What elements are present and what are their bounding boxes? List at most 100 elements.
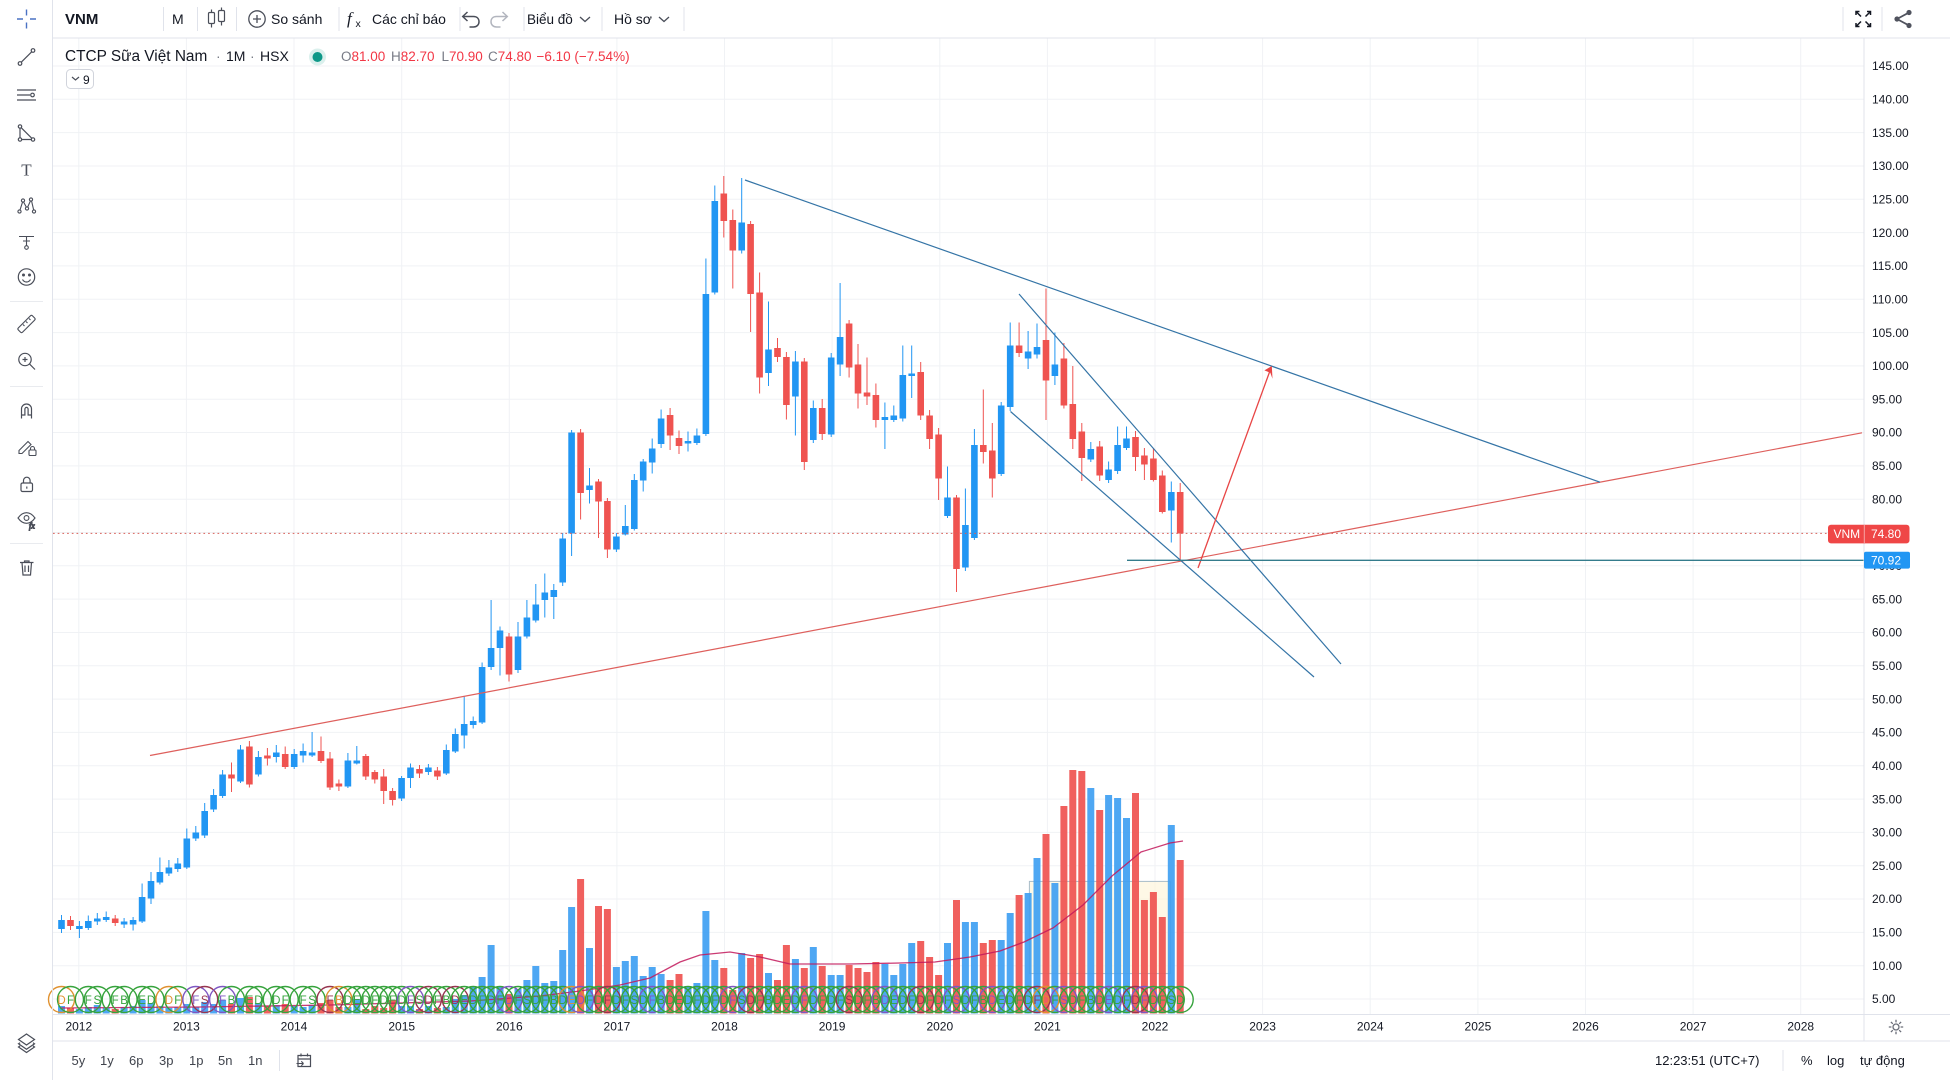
svg-text:140.00: 140.00 — [1872, 93, 1909, 107]
svg-text:74.80: 74.80 — [1871, 527, 1901, 541]
svg-text:25.00: 25.00 — [1872, 859, 1902, 873]
svg-text:F: F — [192, 995, 199, 1007]
svg-text:D: D — [1042, 995, 1050, 1007]
svg-text:C74.80: C74.80 — [488, 49, 532, 64]
svg-text:D: D — [1176, 995, 1184, 1007]
svg-text:D: D — [532, 995, 540, 1007]
svg-text:T: T — [21, 161, 32, 180]
svg-text:90.00: 90.00 — [1872, 426, 1902, 440]
svg-text:H82.70: H82.70 — [391, 49, 435, 64]
svg-text:B: B — [979, 995, 987, 1007]
svg-text:E: E — [460, 995, 468, 1007]
svg-text:D: D — [773, 995, 781, 1007]
svg-text:20.00: 20.00 — [1872, 892, 1902, 906]
svg-text:So sánh: So sánh — [271, 11, 322, 27]
svg-text:F: F — [85, 995, 92, 1007]
svg-text:2022: 2022 — [1142, 1020, 1169, 1034]
svg-text:F: F — [1051, 995, 1058, 1007]
svg-text:120.00: 120.00 — [1872, 226, 1909, 240]
svg-text:E: E — [353, 995, 361, 1007]
svg-text:40.00: 40.00 — [1872, 759, 1902, 773]
svg-text:F: F — [604, 995, 611, 1007]
svg-text:2012: 2012 — [65, 1020, 92, 1034]
svg-text:F: F — [1033, 995, 1040, 1007]
svg-text:F: F — [649, 995, 656, 1007]
svg-text:B: B — [657, 995, 665, 1007]
svg-text:F: F — [219, 995, 226, 1007]
svg-text:F: F — [282, 995, 289, 1007]
svg-text:30.00: 30.00 — [1872, 826, 1902, 840]
svg-text:D: D — [362, 995, 370, 1007]
svg-text:VNM: VNM — [65, 11, 98, 28]
svg-text:S: S — [416, 995, 424, 1007]
svg-text:L70.90: L70.90 — [442, 49, 483, 64]
svg-text:E: E — [783, 995, 791, 1007]
svg-text:D: D — [720, 995, 728, 1007]
svg-text:95.00: 95.00 — [1872, 392, 1902, 406]
svg-text:S: S — [845, 995, 853, 1007]
svg-text:F: F — [112, 995, 119, 1007]
svg-text:D: D — [1069, 995, 1077, 1007]
svg-text:D: D — [639, 995, 647, 1007]
svg-text:D: D — [684, 995, 692, 1007]
svg-text:F: F — [67, 995, 74, 1007]
svg-text:2028: 2028 — [1787, 1020, 1814, 1034]
svg-text:B: B — [228, 995, 236, 1007]
svg-text:Biểu đồ: Biểu đồ — [527, 12, 573, 27]
svg-text:F: F — [863, 995, 870, 1007]
svg-text:D: D — [854, 995, 862, 1007]
svg-text:110.00: 110.00 — [1872, 293, 1908, 307]
svg-text:55.00: 55.00 — [1872, 659, 1902, 673]
svg-text:50.00: 50.00 — [1872, 692, 1902, 706]
svg-text:D: D — [559, 995, 567, 1007]
svg-text:F: F — [371, 995, 378, 1007]
svg-text:2020: 2020 — [926, 1020, 953, 1034]
svg-text:E: E — [675, 995, 683, 1007]
svg-text:B: B — [550, 995, 558, 1007]
svg-text:F: F — [496, 995, 503, 1007]
svg-text:D: D — [917, 995, 925, 1007]
svg-text:D: D — [961, 995, 969, 1007]
svg-text:2015: 2015 — [388, 1020, 415, 1034]
svg-text:F: F — [801, 995, 808, 1007]
svg-text:Các chỉ báo: Các chỉ báo — [372, 11, 446, 27]
svg-text:2017: 2017 — [604, 1020, 631, 1034]
svg-text:6p: 6p — [129, 1053, 143, 1068]
svg-text:D: D — [576, 995, 584, 1007]
svg-text:15.00: 15.00 — [1872, 926, 1902, 940]
svg-text:1y: 1y — [100, 1053, 114, 1068]
svg-text:F: F — [407, 995, 414, 1007]
svg-text:2019: 2019 — [819, 1020, 846, 1034]
svg-text:F: F — [586, 995, 593, 1007]
svg-text:5.00: 5.00 — [1872, 992, 1896, 1006]
svg-text:E: E — [997, 995, 1005, 1007]
svg-text:E: E — [1105, 995, 1113, 1007]
svg-text:S: S — [523, 995, 531, 1007]
svg-text:F: F — [479, 995, 486, 1007]
svg-text:F: F — [326, 995, 333, 1007]
svg-text:F: F — [389, 995, 396, 1007]
svg-text:115.00: 115.00 — [1872, 259, 1908, 273]
svg-text:D: D — [165, 995, 173, 1007]
svg-text:D: D — [272, 995, 280, 1007]
svg-text:F: F — [693, 995, 700, 1007]
svg-text:100.00: 100.00 — [1872, 359, 1909, 373]
svg-text:S: S — [308, 995, 316, 1007]
svg-text:70.92: 70.92 — [1871, 553, 1901, 567]
svg-text:B: B — [442, 995, 450, 1007]
svg-text:S: S — [738, 995, 746, 1007]
svg-text:D: D — [1006, 995, 1014, 1007]
svg-text:D: D — [451, 995, 459, 1007]
svg-text:S: S — [1167, 995, 1175, 1007]
svg-text:F: F — [1078, 995, 1085, 1007]
svg-text:2014: 2014 — [281, 1020, 308, 1034]
svg-text:2016: 2016 — [496, 1020, 523, 1034]
svg-text:E: E — [568, 995, 576, 1007]
svg-text:5n: 5n — [218, 1053, 232, 1068]
svg-text:145.00: 145.00 — [1872, 59, 1909, 73]
svg-text:3p: 3p — [159, 1053, 173, 1068]
svg-text:2021: 2021 — [1034, 1020, 1061, 1034]
svg-text:D: D — [397, 995, 405, 1007]
svg-text:D: D — [702, 995, 710, 1007]
svg-text:80.00: 80.00 — [1872, 492, 1902, 506]
